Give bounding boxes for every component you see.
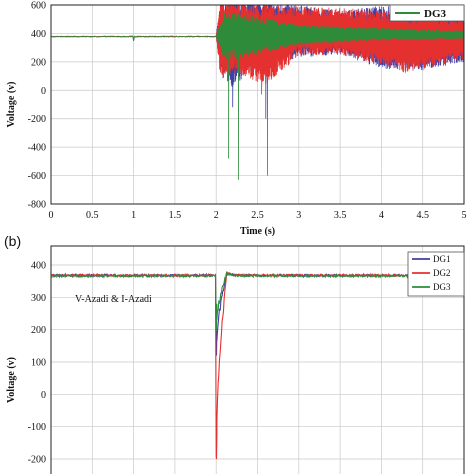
chart-b-y-ticks: -200 -100 0 100 200 300 400 [28, 261, 46, 466]
chart-a-x-tick-label: 2.5 [251, 210, 264, 221]
chart-a-x-tick-label: 5 [462, 210, 467, 221]
chart-a-x-ticks: 0 0.5 1 1.5 2 2.5 3 3.5 4 4.5 5 [49, 210, 467, 221]
chart-a-x-tick-label: 1.5 [169, 210, 182, 221]
chart-a-y-tick-label: 400 [31, 29, 46, 40]
chart-b-legend-label: DG3 [433, 282, 451, 292]
chart-a-series-line [51, 10, 464, 180]
chart-a-x-tick-label: 4 [379, 210, 384, 221]
chart-b-y-tick-label: 0 [41, 390, 46, 401]
chart-b-legend-label: DG2 [433, 268, 451, 278]
chart-a-y-tick-label: -200 [28, 114, 46, 125]
chart-a-y-label: Voltage (v) [6, 81, 17, 127]
chart-b-grid [51, 246, 464, 474]
chart-a-y-tick-label: 0 [41, 86, 46, 97]
chart-a-frame [50, 4, 465, 205]
chart-b-annotation: V-Azadi & I-Azadi [75, 294, 152, 305]
chart-b-y-tick-label: -100 [28, 422, 46, 433]
chart-a-legend: DG3 [389, 4, 465, 22]
chart-a-x-tick-label: 1 [131, 210, 136, 221]
chart-a-x-tick-label: 2 [214, 210, 219, 221]
chart-a-y-tick-label: -400 [28, 143, 46, 154]
chart-a-y-ticks: -800 -600 -400 -200 0 200 400 600 [28, 1, 46, 211]
chart-b-y-tick-label: 400 [31, 261, 46, 272]
chart-a: -800 -600 -400 -200 0 200 400 600 0 0.5 1 1.5 2 2.5 3… [6, 1, 467, 238]
chart-a-x-tick-label: 0.5 [86, 210, 99, 221]
chart-a-series [51, 5, 464, 180]
chart-b-series-line [51, 271, 464, 332]
chart-b-y-tick-label: 200 [31, 325, 46, 336]
chart-b-y-tick-label: -200 [28, 455, 46, 466]
chart-a-x-tick-label: 4.5 [416, 210, 429, 221]
chart-a-x-tick-label: 3.5 [334, 210, 347, 221]
chart-a-y-tick-label: -600 [28, 171, 46, 182]
chart-b-series [51, 271, 464, 460]
chart-b-legend: DG1 DG2 DG3 [407, 251, 465, 297]
chart-b-y-tick-label: 100 [31, 358, 46, 369]
chart-b-legend-label: DG1 [433, 254, 451, 264]
chart-a-y-tick-label: 600 [31, 1, 46, 12]
chart-b: -200 -100 0 100 200 300 400 Voltage (v) V-Azad… [6, 245, 465, 474]
chart-a-y-tick-label: 200 [31, 57, 46, 68]
panel-label-b: (b) [4, 233, 21, 249]
chart-a-legend-box [389, 4, 465, 22]
chart-a-x-tick-label: 3 [296, 210, 301, 221]
chart-a-y-tick-label: -800 [28, 200, 46, 211]
chart-a-x-tick-label: 0 [49, 210, 54, 221]
chart-a-legend-label: DG3 [424, 8, 447, 20]
chart-b-y-tick-label: 300 [31, 293, 46, 304]
chart-b-y-label: Voltage (v) [6, 357, 17, 403]
chart-a-x-label: Time (s) [240, 226, 275, 237]
chart-b-frame [50, 245, 465, 474]
